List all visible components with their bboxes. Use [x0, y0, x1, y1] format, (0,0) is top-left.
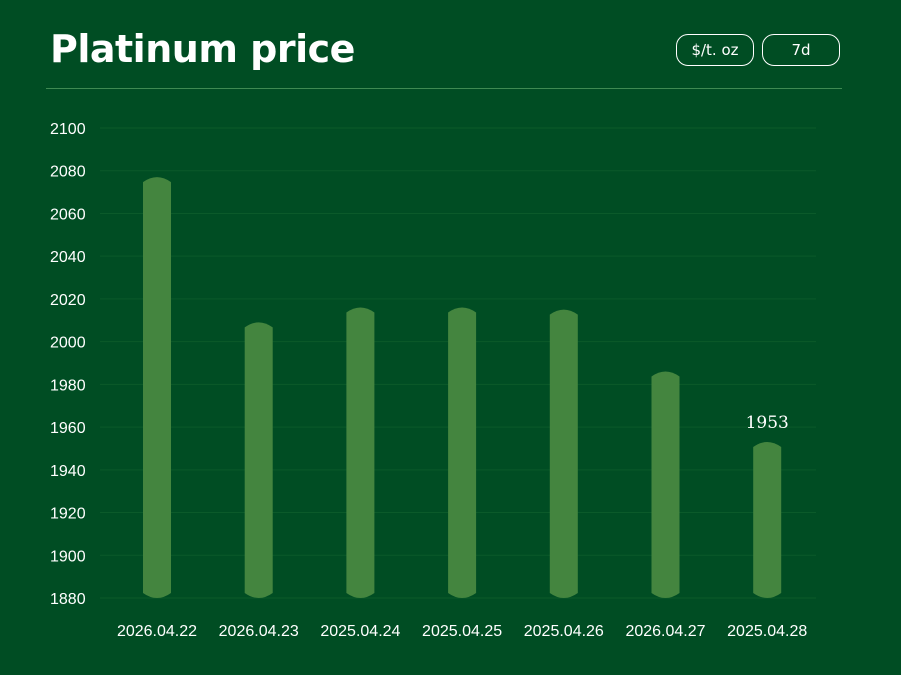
bar-2025.04.24	[346, 307, 375, 598]
unit-selector-button[interactable]: $/t. oz	[676, 34, 754, 66]
y-tick-label: 2100	[50, 121, 86, 138]
bar-2025.04.26	[549, 309, 578, 598]
x-tick-label: 2025.04.28	[727, 623, 807, 640]
x-tick-label: 2026.04.27	[625, 623, 705, 640]
bar-2025.04.28	[753, 442, 782, 598]
y-tick-label: 2080	[50, 164, 86, 181]
y-tick-label: 2000	[50, 335, 86, 352]
y-tick-label: 1940	[50, 463, 86, 480]
y-tick-label: 1880	[50, 591, 86, 608]
y-tick-label: 1960	[50, 420, 86, 437]
x-tick-label: 2025.04.24	[320, 623, 400, 640]
y-tick-label: 2020	[50, 292, 86, 309]
bar-2025.04.25	[448, 307, 477, 598]
x-tick-label: 2025.04.26	[524, 623, 604, 640]
x-tick-label: 2026.04.22	[117, 623, 197, 640]
x-axis-ticks: 2026.04.22 2026.04.23 2025.04.24 2025.04.25…	[117, 623, 807, 640]
y-tick-label: 2060	[50, 206, 86, 223]
bar-2026.04.22	[143, 177, 171, 599]
bar-2026.04.27	[651, 371, 680, 598]
y-tick-label: 1980	[50, 377, 86, 394]
data-label: 1953	[746, 413, 789, 433]
chart-title: Platinum price	[50, 27, 355, 71]
bars	[143, 177, 782, 599]
x-tick-label: 2026.04.23	[219, 623, 299, 640]
time-range-button[interactable]: 7d	[762, 34, 840, 66]
data-labels: 1953	[746, 413, 789, 433]
x-tick-label: 2025.04.25	[422, 623, 502, 640]
y-axis-ticks: 1880 1900 1920 1940 1960 1980 2000 2020 2040 2060…	[50, 121, 86, 608]
y-tick-label: 2040	[50, 249, 86, 266]
y-tick-label: 1900	[50, 548, 86, 565]
y-tick-label: 1920	[50, 506, 86, 523]
bar-2026.04.23	[244, 322, 273, 598]
header-divider	[46, 88, 842, 89]
